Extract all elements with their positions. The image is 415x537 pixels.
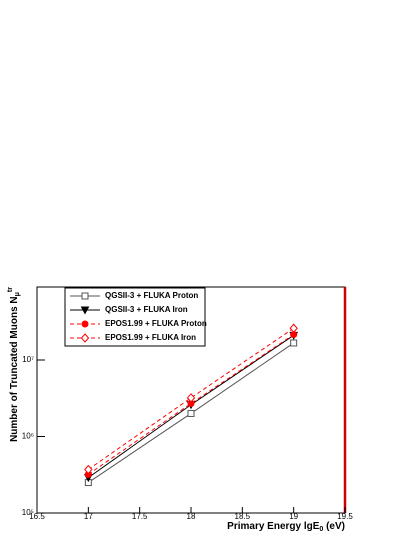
legend-label: EPOS1.99 + FLUKA Iron: [105, 333, 196, 342]
x-label-main: Primary Energy lgE: [227, 521, 320, 532]
marker: [187, 409, 195, 417]
y-label-main: Number of Truncated Muons N: [9, 296, 20, 442]
legend-label: EPOS1.99 + FLUKA Proton: [105, 319, 207, 328]
legend-marker: [81, 320, 89, 328]
x-label-tail: (eV): [323, 521, 345, 532]
marker: [186, 393, 196, 403]
legend-marker: [81, 292, 89, 300]
marker: [289, 323, 298, 334]
x-tick-label: 19.5: [337, 512, 353, 521]
x-tick-label: 18: [187, 512, 196, 521]
y-label-sub: μ: [14, 292, 21, 296]
legend-label: QGSII-3 + FLUKA Iron: [105, 305, 188, 314]
marker: [84, 464, 93, 475]
x-axis-label: Primary Energy lgE0 (eV): [227, 521, 345, 533]
x-label-sub: 0: [319, 526, 323, 533]
marker: [290, 339, 298, 347]
y-tick-label: 10⁷: [22, 355, 34, 364]
x-tick-label: 18.5: [235, 512, 251, 521]
y-label-sup: tr: [7, 287, 14, 292]
x-tick-label: 17.5: [132, 512, 148, 521]
legend-marker: [80, 333, 90, 343]
y-tick-label: 10⁵: [22, 508, 34, 517]
x-tick-label: 19: [289, 512, 298, 521]
y-tick-label: 10⁶: [22, 432, 34, 441]
legend-marker: [80, 306, 90, 315]
x-tick-label: 17: [84, 512, 93, 521]
y-axis-label: Number of Truncated Muons Nμtr: [7, 287, 21, 442]
legend-label: QGSII-3 + FLUKA Proton: [105, 291, 198, 300]
x-tick-label: 16.5: [29, 512, 45, 521]
